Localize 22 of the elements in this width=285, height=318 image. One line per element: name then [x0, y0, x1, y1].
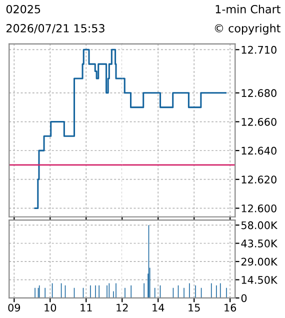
y-tick-label: 12.640 [242, 146, 276, 155]
text: © copyright [214, 24, 280, 35]
y-tick-label: 43.50K [241, 240, 278, 248]
y-tick-label: 29.00K [241, 258, 278, 266]
x-tick-label: 14 [152, 304, 164, 312]
x-tick-label: 15 [188, 304, 200, 312]
chart-subtitle: 2026/07/21 15:53 [6, 24, 104, 34]
y-tick-label: 12.600 [242, 204, 276, 212]
chart-title: 02025 [6, 4, 40, 14]
x-tick-label: 16 [224, 304, 236, 312]
y-tick-label: 12.680 [242, 89, 276, 98]
text: 1-min Chart [216, 4, 280, 14]
y-tick-label: 12.620 [242, 176, 276, 184]
y-tick-label: 0 [241, 294, 247, 302]
y-tick-label: 12.660 [242, 118, 276, 126]
x-tick-label: 09 [8, 304, 20, 312]
x-tick-label: 10 [44, 304, 56, 312]
y-tick-label: 58.00K [241, 221, 278, 230]
x-tick-label: 12 [116, 304, 128, 312]
y-tick-label: 14.50K [242, 276, 278, 284]
x-tick-label: 11 [80, 304, 92, 312]
y-tick-label: 12.710 [242, 46, 276, 54]
